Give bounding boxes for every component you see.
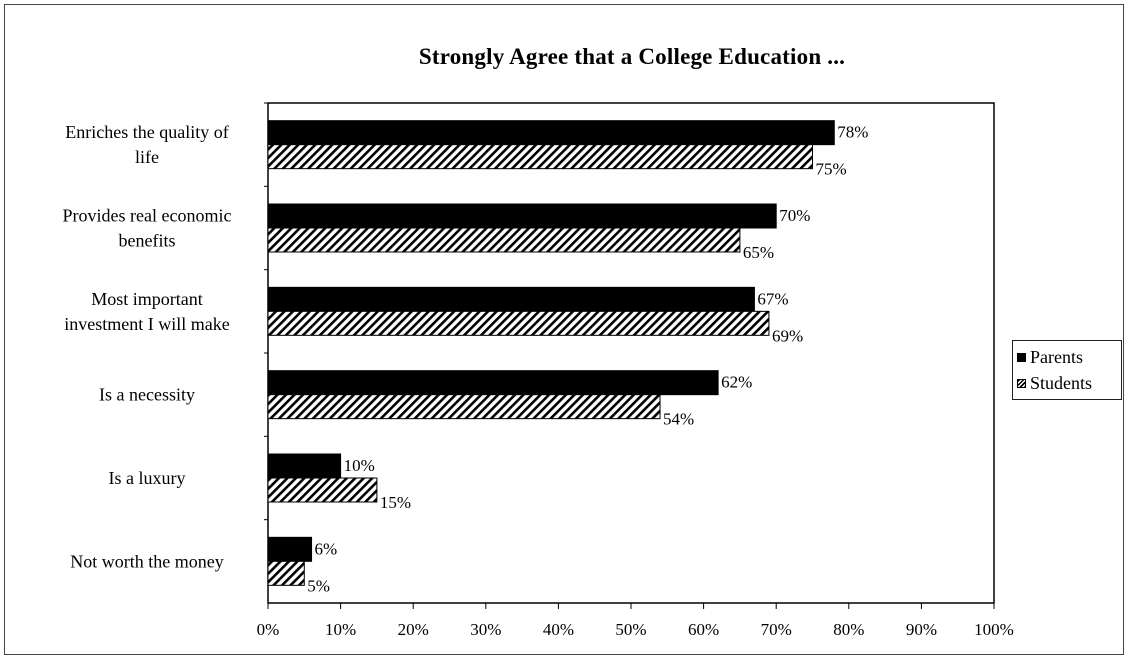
- bar-students: [267, 144, 813, 170]
- bar-parents: [267, 120, 835, 146]
- x-tick-label: 70%: [761, 620, 792, 639]
- data-label-students: 54%: [663, 410, 694, 429]
- plot-area: [267, 102, 995, 604]
- legend-swatch-parents: [1017, 352, 1026, 362]
- bar-students: [267, 310, 770, 336]
- category-label: Is a luxury: [109, 468, 186, 488]
- x-tick-label: 10%: [325, 620, 356, 639]
- data-label-parents: 67%: [757, 289, 788, 308]
- data-label-students: 65%: [743, 243, 774, 262]
- bar-parents: [267, 203, 777, 229]
- data-label-parents: 62%: [721, 373, 752, 392]
- data-label-parents: 70%: [779, 206, 810, 225]
- bar-parents: [267, 286, 755, 312]
- data-label-parents: 78%: [837, 123, 868, 142]
- bar-students: [267, 477, 378, 503]
- bar-parents: [267, 370, 719, 396]
- bar-students: [267, 394, 661, 420]
- data-label-students: 5%: [307, 576, 330, 595]
- x-tick-label: 60%: [688, 620, 719, 639]
- chart-frame: [4, 4, 1124, 655]
- chart-title: Strongly Agree that a College Education …: [418, 44, 846, 69]
- legend-item-students: Students: [1017, 370, 1121, 396]
- bar-parents: [267, 453, 342, 479]
- x-tick-label: 40%: [543, 620, 574, 639]
- x-tick-label: 30%: [470, 620, 501, 639]
- data-label-parents: 10%: [344, 456, 375, 475]
- category-label: Provides real economic benefits: [63, 206, 232, 251]
- category-label: Not worth the money: [70, 551, 223, 571]
- data-label-parents: 6%: [315, 539, 338, 558]
- legend-label-parents: Parents: [1030, 346, 1083, 367]
- category-label: Is a necessity: [99, 385, 195, 405]
- bar-students: [267, 227, 741, 253]
- x-tick-label: 90%: [906, 620, 937, 639]
- x-tick-label: 50%: [615, 620, 646, 639]
- bar-students: [267, 560, 305, 586]
- legend-swatch-students: [1017, 378, 1026, 388]
- data-label-students: 15%: [380, 493, 411, 512]
- legend: Parents Students: [1012, 340, 1122, 400]
- category-label: Enriches the quality of life: [65, 122, 228, 167]
- legend-item-parents: Parents: [1017, 344, 1121, 370]
- data-label-students: 69%: [772, 326, 803, 345]
- x-tick-label: 20%: [398, 620, 429, 639]
- data-label-students: 75%: [816, 160, 847, 179]
- x-tick-label: 80%: [833, 620, 864, 639]
- x-tick-label: 100%: [974, 620, 1014, 639]
- x-tick-label: 0%: [257, 620, 280, 639]
- bar-parents: [267, 536, 313, 562]
- legend-label-students: Students: [1030, 372, 1093, 393]
- category-label: Most important investment I will make: [64, 289, 229, 334]
